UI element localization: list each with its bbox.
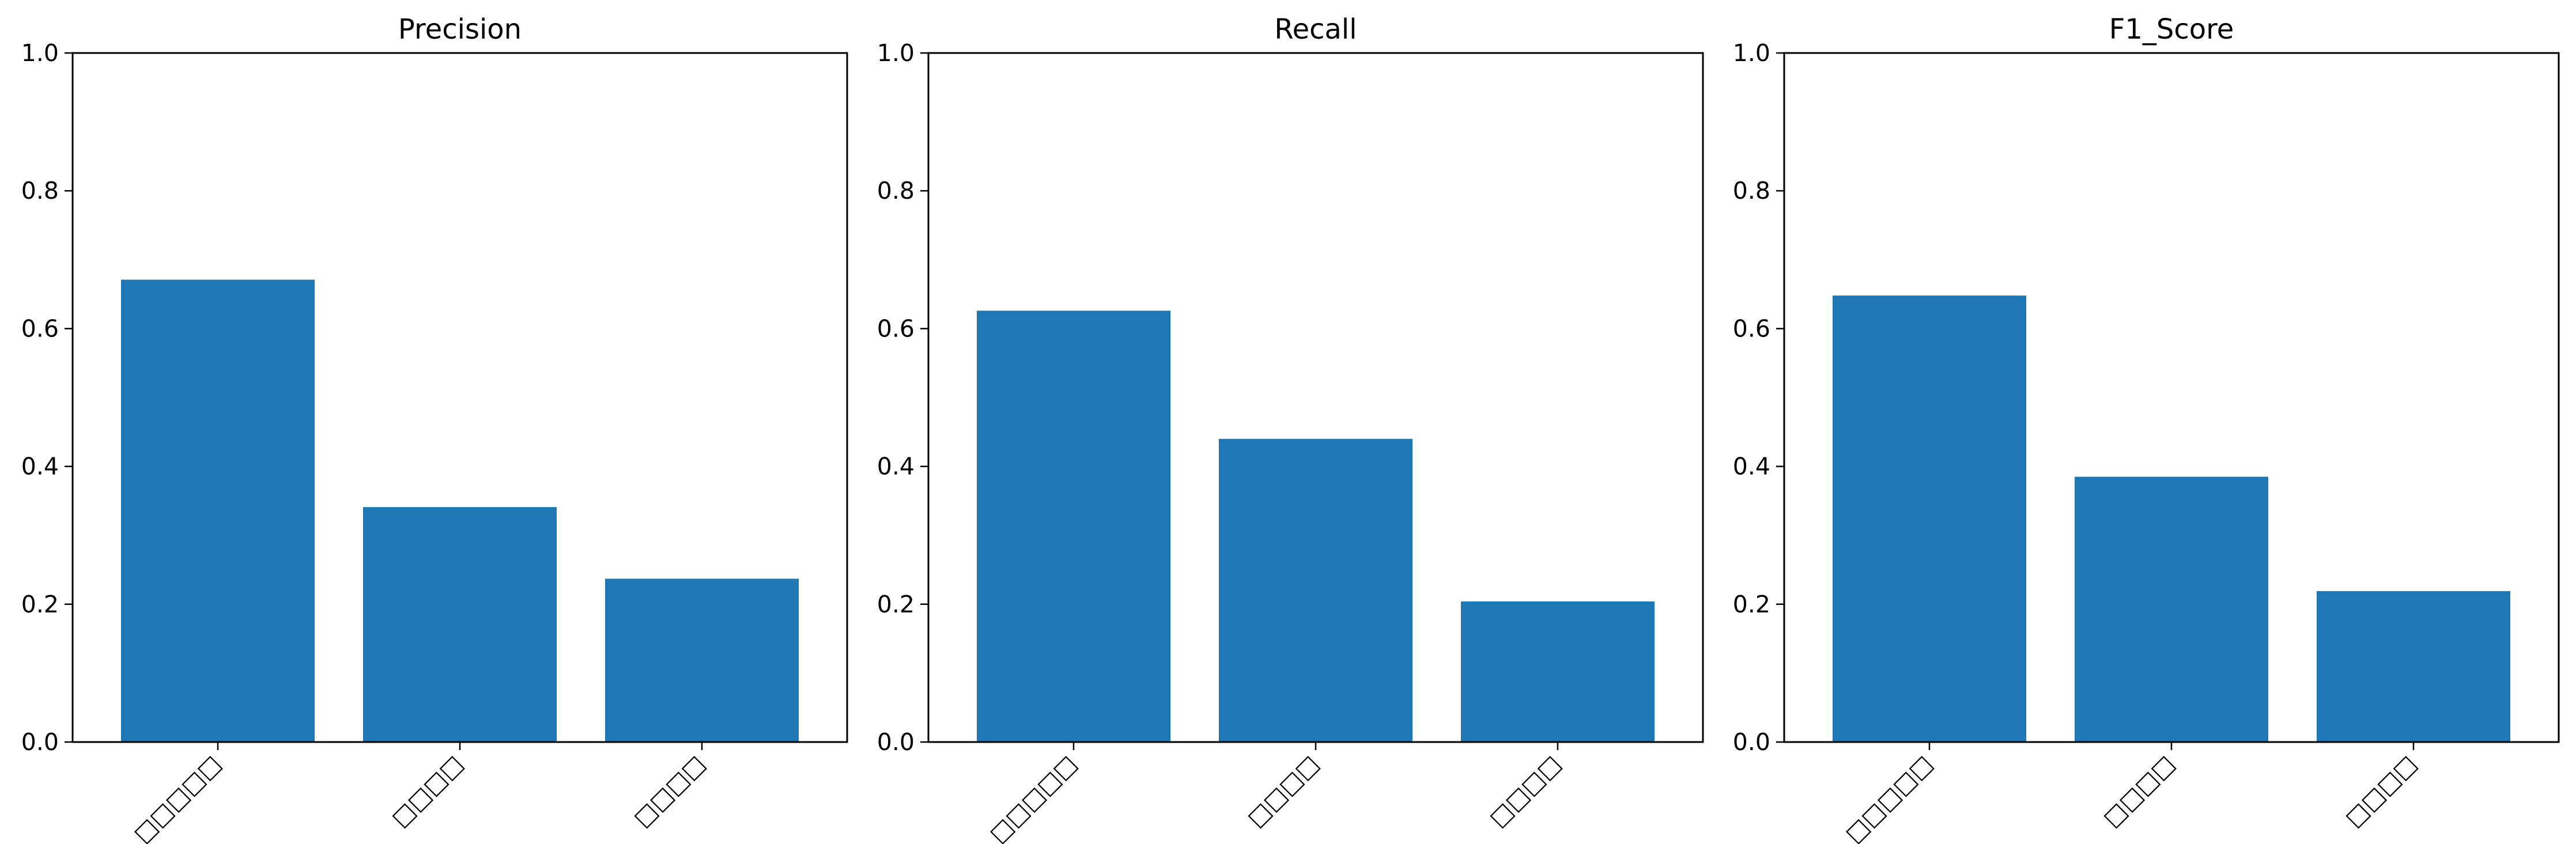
- bar: [1833, 295, 2026, 742]
- y-tick-label: 0.0: [877, 728, 915, 756]
- y-tick-label: 1.0: [877, 39, 915, 67]
- axes-frame: [71, 52, 848, 743]
- y-tick-label: 0.8: [1733, 177, 1770, 205]
- y-tick-label: 1.0: [21, 39, 59, 67]
- x-tick-label: □□□□□: [984, 750, 1082, 844]
- recall-panel: Recall□□□□□ □□□□ □□□□0.00.20.40.60.81.0: [877, 13, 1704, 844]
- y-tick-label: 0.2: [877, 591, 915, 618]
- bar: [977, 311, 1170, 742]
- precision-panel: Precision□□□□□ □□□□ □□□□0.00.20.40.60.81.0: [21, 13, 848, 844]
- bar: [363, 507, 557, 742]
- y-tick-label: 0.6: [21, 315, 59, 342]
- y-tick-label: 0.6: [1733, 315, 1770, 342]
- x-tick-label: □□□□: [1242, 750, 1325, 832]
- axes-frame: [927, 52, 1704, 743]
- x-tick-label: □□□□: [2340, 750, 2423, 832]
- bar: [121, 279, 315, 742]
- y-tick-label: 0.2: [21, 591, 59, 618]
- y-tick-label: 0.0: [21, 728, 59, 756]
- chart-title: F1_Score: [2109, 13, 2234, 46]
- y-tick-label: 0.4: [21, 453, 59, 480]
- x-tick-label: □□□□: [628, 750, 711, 832]
- y-tick-label: 0.8: [21, 177, 59, 205]
- x-tick-label: □□□□: [2098, 750, 2181, 832]
- f1-score-panel: F1_Score□□□□□ □□□□ □□□□0.00.20.40.60.81.0: [1733, 13, 2560, 844]
- bar: [1219, 438, 1412, 742]
- axes-frame: [1783, 52, 2560, 743]
- x-tick-label: □□□□□: [128, 750, 226, 844]
- y-tick-label: 0.4: [877, 453, 915, 480]
- y-tick-label: 0.4: [1733, 453, 1770, 480]
- x-tick-label: □□□□: [386, 750, 469, 832]
- y-tick-label: 1.0: [1733, 39, 1770, 67]
- y-tick-label: 0.8: [877, 177, 915, 205]
- bar: [2317, 591, 2510, 742]
- chart-title: Precision: [398, 13, 522, 46]
- y-tick-label: 0.0: [1733, 728, 1770, 756]
- y-tick-label: 0.6: [877, 315, 915, 342]
- y-tick-label: 0.2: [1733, 591, 1770, 618]
- x-tick-label: □□□□: [1484, 750, 1567, 832]
- x-tick-label: □□□□□: [1840, 750, 1938, 844]
- bar: [2075, 476, 2268, 742]
- bar: [605, 578, 799, 742]
- bar: [1461, 601, 1655, 742]
- chart-title: Recall: [1274, 13, 1357, 46]
